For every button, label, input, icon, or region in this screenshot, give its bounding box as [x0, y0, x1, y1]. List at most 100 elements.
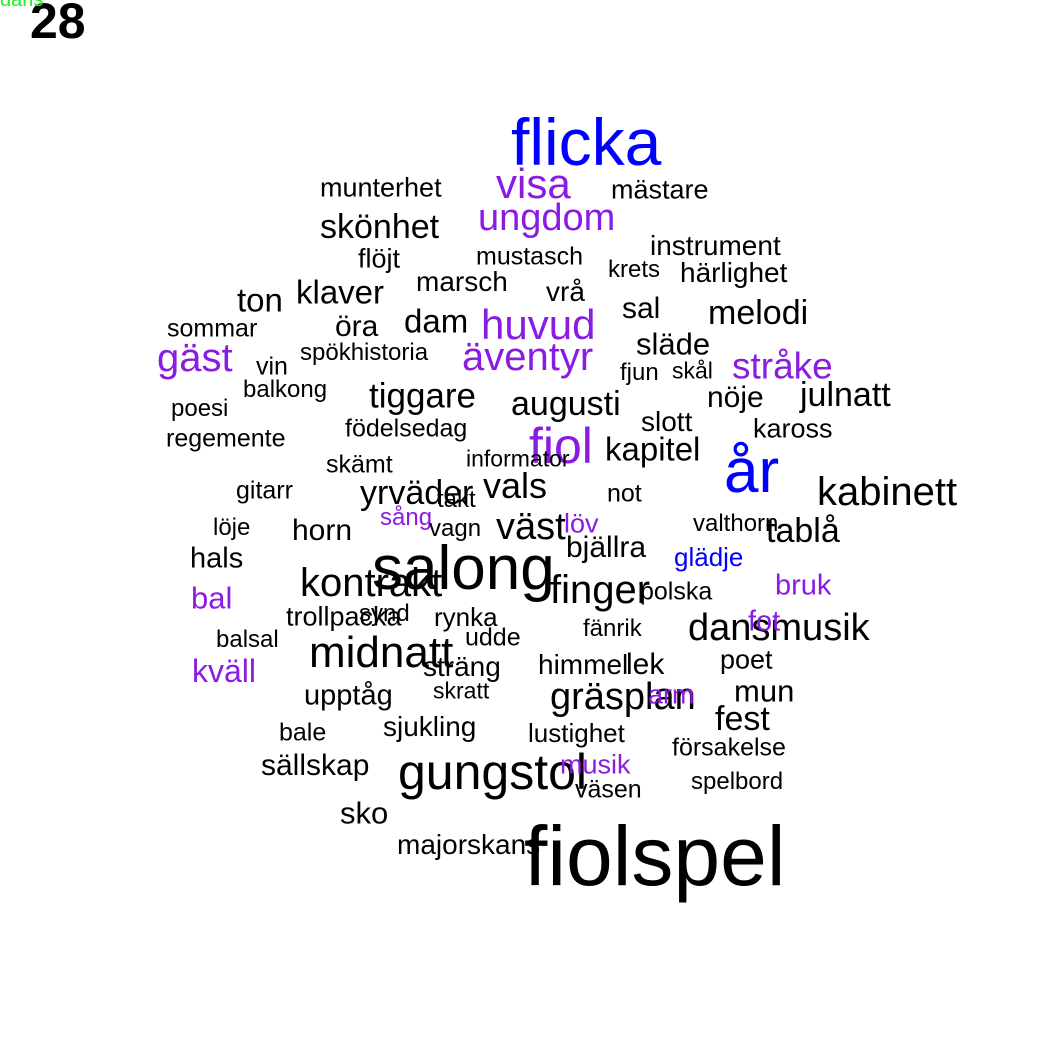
word-not: not	[607, 479, 642, 508]
word-fanrik: fänrik	[583, 615, 642, 642]
word-mun: mun	[734, 673, 795, 709]
word-bal: bal	[191, 580, 233, 616]
word-noje: nöje	[707, 381, 764, 414]
word-sang: sång	[380, 504, 433, 531]
word-instrument: instrument	[650, 230, 781, 261]
word-spokhistoria: spökhistoria	[300, 339, 429, 366]
word-vra: vrå	[546, 276, 585, 307]
word-synd: synd	[359, 600, 410, 627]
word-sjukling: sjukling	[383, 711, 477, 742]
word-midnatt: midnatt	[309, 628, 454, 677]
word-hals: hals	[190, 542, 244, 575]
word-vin: vin	[256, 352, 288, 381]
word-vasen: väsen	[575, 775, 642, 804]
word-skamt: skämt	[326, 450, 393, 479]
word-strang: sträng	[423, 651, 501, 682]
word-himmel: himmel	[538, 649, 629, 680]
word-grasplan: gräsplan	[550, 676, 696, 718]
word-loje: löje	[213, 514, 251, 541]
word-gungstol: gungstol	[398, 744, 588, 800]
word-tiggare: tiggare	[369, 376, 477, 416]
word-bjallra: bjällra	[566, 531, 647, 564]
word-balsal: balsal	[216, 626, 279, 653]
word-dansmusik: dansmusik	[688, 607, 870, 649]
word-ar: år	[724, 437, 780, 506]
word-majorskans: majorskans	[397, 829, 541, 860]
word-fiol: fiol	[529, 418, 593, 474]
word-informator: informator	[466, 445, 570, 472]
word-dam: dam	[404, 302, 469, 340]
word-kontrakt: kontrakt	[300, 561, 443, 605]
word-slott: slott	[641, 406, 693, 437]
word-kaross: kaross	[753, 413, 833, 444]
word-bruk: bruk	[775, 569, 832, 602]
word-skratt: skratt	[433, 677, 490, 704]
word-udde: udde	[465, 623, 521, 652]
word-marsch: marsch	[416, 266, 508, 297]
word-munterhet: munterhet	[320, 172, 442, 203]
word-rynka: rynka	[434, 602, 498, 632]
word-skal: skål	[672, 357, 713, 384]
word-takt: takt	[437, 486, 476, 513]
word-sal: sal	[622, 292, 661, 325]
word-valthorn: valthorn	[693, 510, 779, 537]
word-sallskap: sällskap	[261, 749, 370, 782]
word-ora: öra	[335, 310, 379, 343]
word-vast: väst	[496, 506, 566, 548]
word-vagn: vagn	[429, 515, 482, 542]
word-poet: poet	[720, 644, 773, 675]
word-upptag: upptåg	[304, 679, 393, 712]
page-number: 28	[30, 0, 86, 49]
word-salong: salong	[372, 534, 555, 603]
word-horn: horn	[292, 514, 353, 547]
word-kabinett: kabinett	[817, 470, 958, 514]
word-slade: släde	[636, 326, 711, 362]
word-mustasch: mustasch	[476, 242, 583, 271]
word-poesi: poesi	[171, 395, 229, 422]
word-bale: bale	[279, 718, 327, 747]
word-skonhet: skönhet	[320, 208, 440, 246]
word-balkong: balkong	[243, 376, 328, 403]
word-vals: vals	[483, 465, 548, 506]
word-mastare: mästare	[611, 174, 709, 205]
word-lek: lek	[626, 648, 665, 681]
word-lustighet: lustighet	[528, 718, 625, 748]
word-arm: arm	[648, 679, 695, 710]
word-gitarr: gitarr	[236, 476, 293, 505]
word-flojt: flöjt	[358, 243, 401, 274]
word-gladje: glädje	[674, 542, 744, 572]
word-flicka: flicka	[511, 105, 662, 179]
word-tabla: tablå	[766, 512, 840, 550]
word-forsakelse: försakelse	[672, 733, 786, 762]
word-fot: fot	[748, 605, 781, 638]
word-regemente: regemente	[166, 424, 286, 453]
word-sommar: sommar	[167, 314, 258, 343]
word-fiolspel: fiolspel	[524, 809, 786, 903]
word-melodi: melodi	[708, 294, 809, 332]
word-kapitel: kapitel	[605, 430, 701, 468]
word-kvall: kväll	[192, 653, 257, 689]
word-trollpacka: trollpacka	[286, 601, 402, 632]
word-polska: polska	[640, 577, 713, 606]
word-huvud: huvud	[481, 301, 596, 348]
word-ungdom: ungdom	[478, 197, 616, 239]
word-julnatt: julnatt	[800, 376, 891, 414]
word-gast: gäst	[157, 336, 233, 380]
word-sko: sko	[340, 795, 389, 831]
word-finger: finger	[550, 568, 651, 612]
word-spelbord: spelbord	[691, 768, 784, 795]
word-harlighet: härlighet	[680, 257, 788, 288]
word-augusti: augusti	[511, 385, 621, 423]
word-krets: krets	[608, 256, 661, 283]
word-fjun: fjun	[620, 359, 659, 386]
word-aventyr: äventyr	[462, 335, 594, 379]
word-musik: musik	[560, 749, 631, 780]
word-fodelsedag: födelsedag	[345, 414, 468, 443]
word-dans: dans	[0, 0, 44, 11]
word-lov: löv	[564, 508, 599, 539]
word-strake: stråke	[732, 345, 833, 387]
word-klaver: klaver	[296, 273, 385, 311]
word-yrvader: yrväder	[360, 474, 474, 512]
word-ton: ton	[237, 281, 283, 319]
